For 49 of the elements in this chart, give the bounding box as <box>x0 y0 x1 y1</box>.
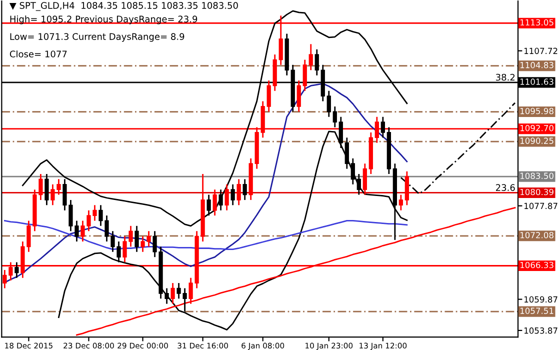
line-series <box>4 82 408 284</box>
ref-line-label: 1095.98 <box>520 108 554 114</box>
ref-line-label: 1101.63 <box>520 78 554 85</box>
candlestick <box>224 184 229 212</box>
candlestick <box>266 80 271 112</box>
ref-line-label: 1057.51 <box>520 308 554 314</box>
annotation: 38.2 <box>496 74 515 81</box>
annotation: Close= 1077 <box>10 50 67 58</box>
candlestick <box>332 106 337 128</box>
annotation: High= 1095.2 Previous DaysRange= 23.9 <box>10 16 198 24</box>
candlestick <box>206 194 211 216</box>
candlestick <box>398 194 403 212</box>
ref-line-label: 1090.25 <box>520 138 554 144</box>
annotation: 23.6 <box>496 184 515 191</box>
ref-line-label: 1080.39 <box>520 188 554 196</box>
line-series <box>400 102 516 194</box>
candlestick <box>2 269 7 289</box>
candlestick <box>308 43 313 71</box>
candlestick <box>236 178 241 206</box>
ref-line-label: 1092.70 <box>520 124 554 132</box>
ref-line-label: 1066.33 <box>520 262 554 268</box>
chart-title: ▼ SPT_GLD,H4 1084.35 1085.15 1083.35 1083.50 <box>9 2 238 11</box>
annotation: Low= 1071.3 Current DaysRange= 8.9 <box>10 33 184 42</box>
candlestick <box>344 136 349 170</box>
candlestick <box>326 90 331 118</box>
ref-line-label: 1072.08 <box>520 232 554 238</box>
candlestick <box>212 188 217 216</box>
y-tick-label: 1077.87 <box>524 202 558 210</box>
candlestick <box>44 173 49 206</box>
candlestick <box>302 59 307 92</box>
candlestick <box>404 170 409 206</box>
y-tick-label: 1107.72 <box>524 48 558 54</box>
candlestick <box>14 262 19 279</box>
candlestick <box>218 188 223 212</box>
candlestick <box>314 48 319 76</box>
candlestick <box>230 184 235 206</box>
ref-line-label: 1113.05 <box>520 19 554 26</box>
y-tick-label: 1053.87 <box>524 327 558 334</box>
ref-line-label: 1104.83 <box>520 62 554 68</box>
candlestick <box>170 282 175 305</box>
candlestick <box>296 80 301 112</box>
candlestick <box>380 116 385 138</box>
ref-line-label: 1083.50 <box>520 172 554 179</box>
candlestick <box>356 173 361 196</box>
candlestick <box>350 158 355 186</box>
candlestick <box>134 225 139 253</box>
candlestick <box>242 178 247 201</box>
candlestick <box>362 162 367 196</box>
y-tick-label: 1059.87 <box>524 296 558 303</box>
